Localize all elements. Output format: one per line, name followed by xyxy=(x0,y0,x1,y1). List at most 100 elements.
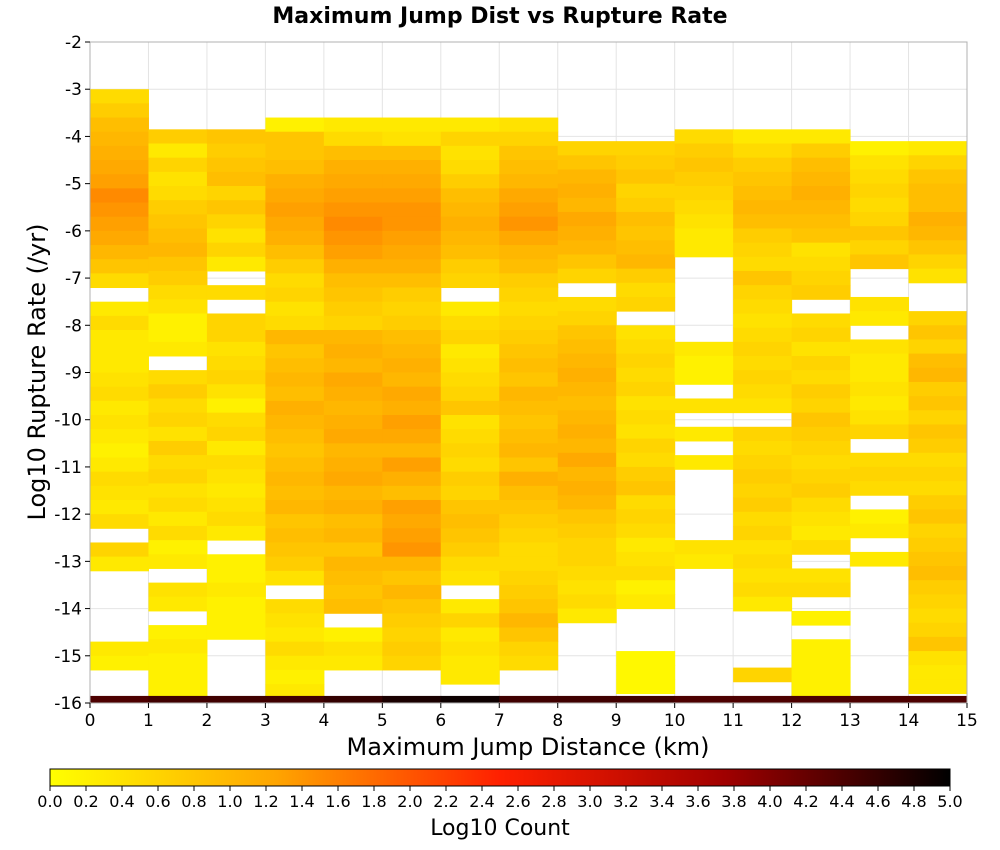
heatmap-cell xyxy=(908,537,968,553)
x-tick-label: 1 xyxy=(143,711,154,731)
heatmap-cell xyxy=(557,296,617,312)
heatmap-cell xyxy=(265,400,325,416)
heatmap-cell xyxy=(206,440,266,456)
heatmap-cell xyxy=(908,566,968,581)
x-tick-label: 14 xyxy=(898,711,920,731)
heatmap-cell xyxy=(323,429,383,444)
heatmap-cell xyxy=(499,330,559,345)
heatmap-cell xyxy=(733,285,793,300)
y-tick-label: -14 xyxy=(54,600,82,620)
heatmap-cell xyxy=(206,370,266,385)
heatmap-cell xyxy=(499,485,559,501)
heatmap-cell xyxy=(499,443,559,458)
heatmap-cell xyxy=(323,259,383,274)
heatmap-cell xyxy=(148,525,208,541)
heatmap-cell xyxy=(733,511,793,527)
heatmap-cell xyxy=(440,188,500,204)
heatmap-cell xyxy=(382,599,442,614)
heatmap-cell xyxy=(499,514,559,529)
heatmap-cell xyxy=(733,455,793,470)
heatmap-cell xyxy=(323,301,383,317)
heatmap-cell xyxy=(382,641,442,657)
heatmap-cell xyxy=(499,188,559,204)
heatmap-cell xyxy=(90,216,149,232)
heatmap-cell xyxy=(440,613,500,628)
heatmap-cell xyxy=(733,667,793,683)
heatmap-cell xyxy=(908,169,968,185)
heatmap-cell xyxy=(382,414,442,430)
heatmap-cell xyxy=(382,485,442,501)
heatmap-cell xyxy=(265,117,325,133)
heatmap-cell xyxy=(791,469,851,484)
heatmap-cell xyxy=(557,452,617,468)
heatmap-cell xyxy=(148,667,208,683)
heatmap-cell xyxy=(206,469,266,484)
heatmap-cell xyxy=(206,596,266,612)
y-tick-label: -11 xyxy=(54,458,82,478)
heatmap-cell xyxy=(265,669,325,685)
heatmap-cell xyxy=(850,141,910,156)
heatmap-cell xyxy=(499,627,559,643)
heatmap-cell xyxy=(908,367,968,383)
y-tick-label: -3 xyxy=(65,80,82,100)
heatmap-cell xyxy=(382,131,442,147)
heatmap-cell xyxy=(791,157,851,173)
heatmap-cell xyxy=(499,344,559,359)
heatmap-cell xyxy=(440,457,500,473)
heatmap-cell xyxy=(908,495,968,510)
colorbar-tick-label: 0.8 xyxy=(181,792,206,811)
heatmap-cell xyxy=(733,582,793,598)
heatmap-cell xyxy=(557,141,617,156)
heatmap-cell xyxy=(440,471,500,487)
heatmap-cell xyxy=(557,695,617,703)
heatmap-cell xyxy=(499,131,559,147)
heatmap-cell xyxy=(90,89,149,104)
heatmap-cell xyxy=(382,514,442,529)
heatmap-cell xyxy=(148,171,208,187)
heatmap-cell xyxy=(908,197,968,213)
heatmap-cell xyxy=(850,254,910,270)
heatmap-cell xyxy=(733,214,793,229)
heatmap-cell xyxy=(557,339,617,355)
heatmap-cell xyxy=(90,131,149,147)
heatmap-cell xyxy=(733,341,793,357)
heatmap-cell xyxy=(908,551,968,567)
heatmap-cell xyxy=(674,695,734,703)
heatmap-cell xyxy=(206,426,266,442)
heatmap-cell xyxy=(616,254,676,270)
heatmap-cell xyxy=(265,145,325,161)
heatmap-cell xyxy=(616,339,676,355)
colorbar-tick-label: 4.2 xyxy=(793,792,818,811)
heatmap-cell xyxy=(557,197,617,213)
heatmap-cell xyxy=(265,259,325,274)
heatmap-cell xyxy=(499,528,559,543)
x-tick-label: 7 xyxy=(494,711,505,731)
heatmap-cell xyxy=(90,188,149,204)
heatmap-cell xyxy=(616,240,676,255)
heatmap-cell xyxy=(557,254,617,270)
heatmap-cell xyxy=(557,396,617,411)
heatmap-cell xyxy=(733,440,793,456)
heatmap-cell xyxy=(265,695,325,703)
heatmap-cell xyxy=(791,143,851,159)
heatmap-cell xyxy=(908,622,968,638)
heatmap-cell xyxy=(440,695,500,703)
heatmap-cell xyxy=(265,414,325,430)
y-tick-label: -13 xyxy=(54,552,82,572)
heatmap-cell xyxy=(850,452,910,468)
heatmap-cell xyxy=(323,471,383,487)
heatmap-cell xyxy=(440,499,500,515)
colorbar-tick-label: 1.0 xyxy=(217,792,242,811)
heatmap-cell xyxy=(440,216,500,232)
heatmap-cell xyxy=(265,230,325,246)
heatmap-cell xyxy=(206,497,266,513)
heatmap-cell xyxy=(382,188,442,204)
colorbar-tick-label: 2.8 xyxy=(541,792,566,811)
heatmap-cell xyxy=(616,594,676,610)
heatmap-cell xyxy=(440,230,500,246)
heatmap-cell xyxy=(323,145,383,161)
heatmap-cell xyxy=(206,525,266,541)
heatmap-cell xyxy=(791,200,851,215)
heatmap-cell xyxy=(148,582,208,598)
heatmap-cell xyxy=(850,339,910,355)
